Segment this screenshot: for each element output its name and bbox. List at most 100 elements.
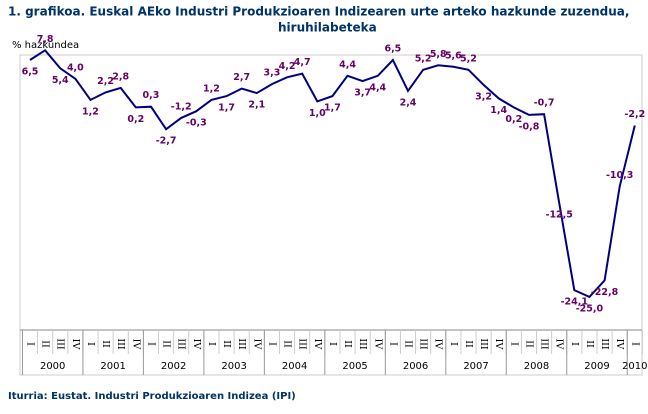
- value-label: -10,3: [606, 170, 633, 181]
- x-tick-label: II: [584, 340, 595, 348]
- x-tick-label: IV: [191, 339, 202, 350]
- value-label: 0,3: [143, 90, 160, 101]
- x-tick-label: IV: [433, 339, 444, 350]
- value-label: -24,1: [561, 297, 588, 308]
- x-tick-label: IV: [70, 339, 81, 350]
- value-label: 1,0: [309, 108, 326, 119]
- x-tick-label: III: [115, 338, 126, 350]
- value-label: -0,3: [186, 118, 207, 129]
- x-tick-label: I: [25, 342, 36, 346]
- x-tick-label: II: [282, 340, 293, 348]
- x-group-label: 2003: [221, 361, 246, 372]
- value-label: -0,7: [534, 98, 555, 109]
- x-tick-label: IV: [554, 339, 565, 350]
- x-group-label: 2004: [282, 361, 307, 372]
- value-label: 3,3: [263, 68, 280, 79]
- x-group-label: 2006: [403, 361, 428, 372]
- x-tick-label: IV: [372, 339, 383, 350]
- x-tick-label: IV: [251, 339, 262, 350]
- x-tick-label: I: [387, 342, 398, 346]
- value-label: 4,4: [369, 82, 386, 93]
- x-tick-label: I: [85, 342, 96, 346]
- value-label: 7,8: [37, 34, 54, 45]
- x-group-label: 2010: [622, 361, 647, 372]
- value-label: 2,8: [112, 71, 129, 82]
- plot-frame: [19, 54, 643, 376]
- x-tick-label: I: [508, 342, 519, 346]
- value-label: 1,2: [203, 83, 220, 94]
- x-tick-label: IV: [493, 339, 504, 350]
- value-label: 1,2: [82, 106, 99, 117]
- x-tick-label: I: [629, 342, 640, 346]
- value-label: -22,8: [591, 287, 619, 298]
- x-tick-label: III: [55, 338, 66, 350]
- x-tick-label: III: [357, 338, 368, 350]
- x-tick-label: II: [221, 340, 232, 348]
- x-tick-label: I: [569, 342, 580, 346]
- value-label: 0,2: [127, 114, 144, 125]
- x-tick-label: III: [236, 338, 247, 350]
- value-label: 1,7: [324, 103, 341, 114]
- x-tick-label: I: [206, 342, 217, 346]
- value-label: 6,5: [384, 44, 401, 55]
- value-label: 5,2: [460, 53, 477, 64]
- x-tick-label: III: [599, 338, 610, 350]
- value-label: -12,5: [546, 209, 573, 220]
- x-tick-label: II: [100, 340, 111, 348]
- chart-title-line: 1. grafikoa. Euskal AEko Industri Produk…: [8, 5, 629, 19]
- x-tick-label: I: [327, 342, 338, 346]
- value-label: 5,8: [430, 49, 447, 60]
- x-tick-label: I: [145, 342, 156, 346]
- x-tick-label: II: [463, 340, 474, 348]
- x-tick-label: III: [176, 338, 187, 350]
- value-label: -2,7: [156, 136, 177, 147]
- value-label: 1,4: [490, 105, 507, 116]
- series-line: [29, 48, 636, 299]
- x-group-label: 2001: [100, 361, 125, 372]
- chart-title-line: hiruhilabeteka: [278, 21, 377, 35]
- value-label: 2,4: [400, 97, 417, 108]
- x-tick-label: II: [40, 340, 51, 348]
- x-tick-label: II: [403, 340, 414, 348]
- x-group-label: 2007: [463, 361, 488, 372]
- x-group-label: 2000: [40, 361, 65, 372]
- value-label: 5,6: [445, 50, 462, 61]
- value-label: 4,7: [294, 57, 311, 68]
- y-axis-label: % hazkundea: [12, 40, 79, 51]
- x-tick-label: III: [418, 338, 429, 350]
- x-tick-label: II: [523, 340, 534, 348]
- value-label: 1,7: [218, 103, 235, 114]
- x-tick-label: IV: [614, 339, 625, 350]
- value-label: 3,2: [475, 91, 492, 102]
- value-label: 5,2: [415, 53, 432, 64]
- x-tick-label: I: [448, 342, 459, 346]
- x-tick-label: III: [297, 338, 308, 350]
- source: Iturria: Eustat. Industri Produkzioaren …: [8, 391, 296, 402]
- value-label: 0,2: [505, 114, 522, 125]
- value-label: -1,2: [171, 101, 192, 112]
- x-tick-label: IV: [312, 339, 323, 350]
- x-tick-label: III: [478, 338, 489, 350]
- value-label: 2,2: [97, 76, 114, 87]
- value-label: 4,4: [339, 59, 356, 70]
- value-label: -2,2: [624, 109, 645, 120]
- x-group-label: 2008: [524, 361, 549, 372]
- value-label: -25,0: [576, 303, 604, 314]
- x-tick-label: IV: [130, 339, 141, 350]
- value-label: 3,7: [354, 88, 371, 99]
- x-tick-label: II: [161, 340, 172, 348]
- x-tick-label: III: [539, 338, 550, 350]
- value-label: 5,4: [52, 75, 69, 86]
- x-group-label: 2005: [342, 361, 367, 372]
- x-group-label: 2002: [161, 361, 186, 372]
- value-label: 2,7: [233, 72, 250, 83]
- value-label: 4,0: [67, 62, 84, 73]
- value-label: 6,5: [22, 67, 39, 78]
- value-label: 2,1: [248, 100, 265, 111]
- value-label: -0,8: [519, 121, 540, 132]
- value-label: 4,2: [279, 61, 296, 72]
- x-tick-label: I: [266, 342, 277, 346]
- x-tick-label: II: [342, 340, 353, 348]
- x-group-label: 2009: [584, 361, 609, 372]
